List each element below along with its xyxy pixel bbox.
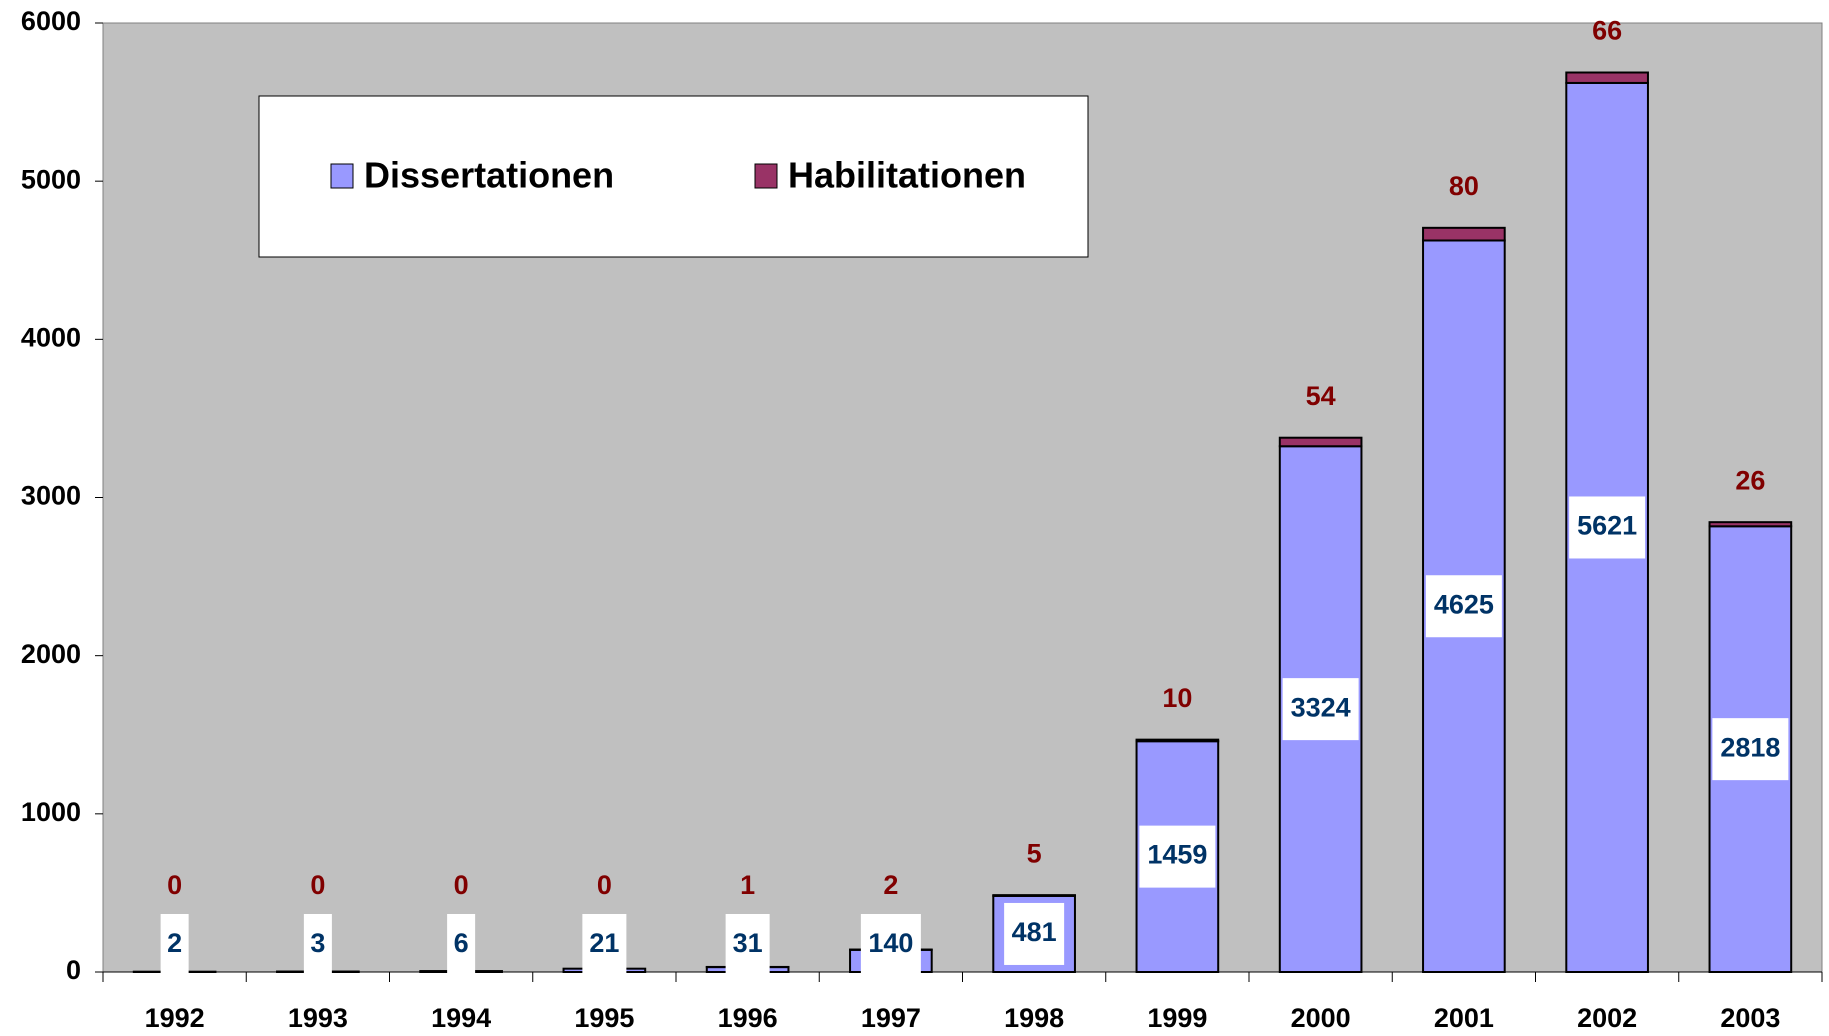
- data-label-box: [725, 914, 770, 976]
- data-label: 1459: [1147, 840, 1207, 870]
- data-label: 0: [454, 870, 469, 900]
- data-label-box: [303, 914, 332, 976]
- legend-label: Dissertationen: [364, 155, 614, 196]
- x-tick-label: 1996: [718, 1003, 778, 1033]
- data-label: 80: [1449, 171, 1479, 201]
- x-tick-label: 2002: [1577, 1003, 1637, 1033]
- data-label-box: [1425, 575, 1502, 638]
- data-label: 0: [167, 870, 182, 900]
- data-label-box: [582, 914, 627, 976]
- data-label-box: [1712, 718, 1789, 781]
- bar-segment: [992, 894, 1076, 897]
- y-tick-label: 4000: [21, 322, 81, 352]
- data-label-box: [860, 914, 921, 976]
- bar-segment: [1278, 436, 1363, 448]
- data-label-box: [1004, 902, 1065, 965]
- data-label: 2818: [1720, 732, 1780, 762]
- data-label: 5: [1027, 838, 1042, 868]
- data-label: 140: [868, 928, 913, 958]
- x-tick-label: 1998: [1004, 1003, 1064, 1033]
- data-label: 2: [167, 928, 182, 958]
- data-label-box: [1282, 678, 1359, 741]
- legend-swatch: [330, 163, 354, 189]
- data-label: 26: [1735, 465, 1765, 495]
- y-tick-label: 3000: [21, 481, 81, 511]
- data-label: 2: [883, 870, 898, 900]
- bar-segment: [1708, 521, 1793, 528]
- data-label-box: [160, 914, 189, 976]
- legend-label: Habilitationen: [788, 155, 1026, 196]
- y-tick-label: 1000: [21, 797, 81, 827]
- legend: [258, 95, 1089, 258]
- data-label: 66: [1592, 16, 1622, 46]
- legend-swatch: [754, 163, 778, 189]
- x-tick-label: 1995: [574, 1003, 634, 1033]
- x-tick-label: 1994: [431, 1003, 491, 1033]
- data-label: 0: [597, 870, 612, 900]
- x-tick-label: 1997: [861, 1003, 921, 1033]
- data-label: 0: [310, 870, 325, 900]
- data-label: 481: [1012, 917, 1057, 947]
- x-tick-label: 2001: [1434, 1003, 1494, 1033]
- data-label: 3: [310, 928, 325, 958]
- x-tick-label: 1993: [288, 1003, 348, 1033]
- data-label-box: [1139, 825, 1216, 888]
- x-tick-label: 2000: [1291, 1003, 1351, 1033]
- x-tick-label: 2003: [1720, 1003, 1780, 1033]
- bar-segment: [1422, 226, 1506, 242]
- data-label: 3324: [1291, 692, 1351, 722]
- y-tick-label: 6000: [21, 6, 81, 36]
- data-label: 1: [740, 870, 755, 900]
- bar-segment: [1135, 738, 1220, 743]
- y-tick-label: 0: [66, 955, 81, 985]
- y-tick-label: 5000: [21, 164, 81, 194]
- data-label: 4625: [1434, 589, 1494, 619]
- bar-segment: [1565, 71, 1649, 84]
- data-label-box: [447, 914, 476, 976]
- data-label-box: [1569, 496, 1646, 559]
- data-label: 10: [1162, 683, 1192, 713]
- data-label: 6: [454, 928, 469, 958]
- y-tick-label: 2000: [21, 639, 81, 669]
- x-tick-label: 1999: [1147, 1003, 1207, 1033]
- data-label: 21: [589, 928, 619, 958]
- data-label: 54: [1306, 381, 1336, 411]
- x-tick-label: 1992: [145, 1003, 205, 1033]
- data-label: 31: [733, 928, 763, 958]
- data-label: 5621: [1577, 511, 1637, 541]
